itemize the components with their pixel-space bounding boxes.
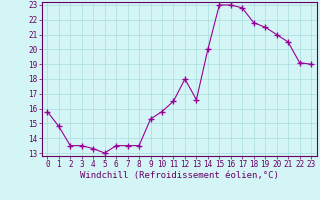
X-axis label: Windchill (Refroidissement éolien,°C): Windchill (Refroidissement éolien,°C) <box>80 171 279 180</box>
